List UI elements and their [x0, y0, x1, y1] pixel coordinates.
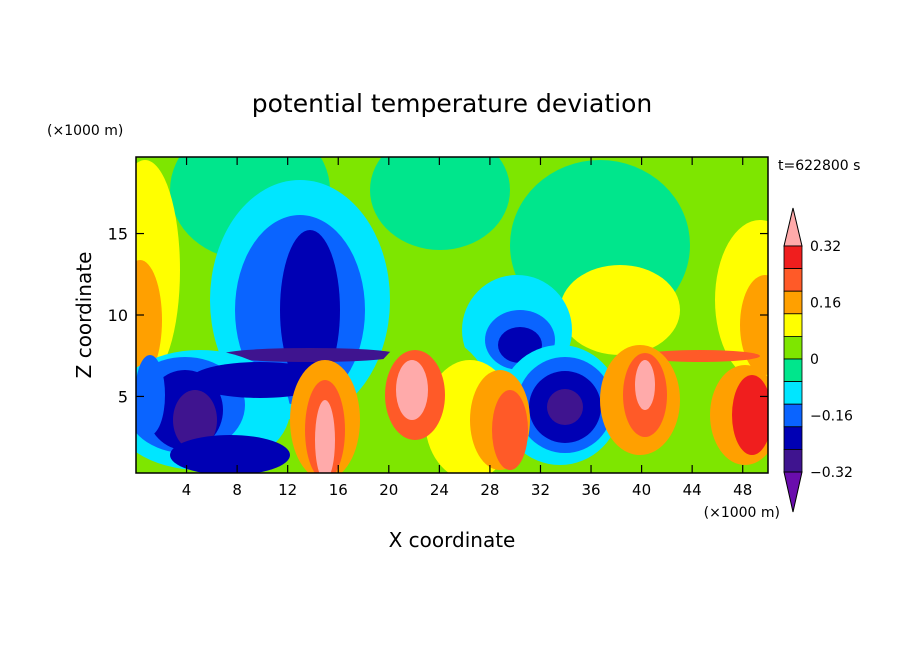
contour-region — [640, 350, 760, 362]
contour-region — [220, 348, 400, 362]
x-unit-label: (×1000 m) — [704, 505, 780, 521]
x-axis-ticks: 4 8 12 16 20 24 28 32 36 40 44 48 — [182, 157, 752, 499]
contour-region — [492, 390, 528, 470]
colorbar-tick-label: 0 — [810, 352, 819, 368]
contour-region — [136, 260, 162, 380]
colorbar: 0.32 0.16 0 −0.16 −0.32 — [783, 207, 853, 513]
y-tick-label: 15 — [108, 225, 128, 244]
contour-region — [190, 362, 330, 398]
colorbar-box — [783, 290, 803, 315]
colorbar-min-triangle — [783, 471, 803, 513]
x-tick-label: 12 — [278, 481, 297, 499]
y-unit-label: (×1000 m) — [47, 123, 123, 139]
colorbar-box — [783, 358, 803, 383]
y-tick-label: 10 — [108, 306, 128, 325]
y-tick-label: 5 — [118, 387, 128, 406]
contour-region — [732, 375, 768, 455]
colorbar-box — [783, 381, 803, 405]
x-tick-label: 24 — [430, 481, 449, 499]
x-axis-label: X coordinate — [389, 528, 516, 552]
chart-title: potential temperature deviation — [252, 89, 652, 118]
contour-region — [560, 265, 680, 355]
y-axis-label: Z coordinate — [72, 252, 96, 379]
x-tick-label: 44 — [683, 481, 702, 499]
contour-region — [396, 360, 428, 420]
colorbar-tick-label: −0.16 — [810, 409, 853, 425]
contour-region — [740, 275, 768, 375]
contour-region — [10, 160, 130, 330]
time-label: t=622800 s — [778, 158, 860, 174]
x-tick-label: 40 — [632, 481, 651, 499]
colorbar-tick-label: 0.16 — [810, 296, 841, 312]
contour-region — [136, 355, 165, 435]
colorbar-box — [783, 403, 803, 428]
colorbar-tick-label: −0.32 — [810, 465, 853, 481]
x-tick-label: 28 — [480, 481, 499, 499]
contour-field — [10, 157, 768, 473]
colorbar-box — [783, 268, 803, 292]
x-tick-label: 48 — [733, 481, 752, 499]
x-tick-label: 4 — [182, 481, 192, 499]
colorbar-box — [783, 245, 803, 270]
colorbar-box — [783, 426, 803, 450]
x-tick-label: 16 — [329, 481, 348, 499]
contour-region — [173, 390, 217, 450]
contour-region — [170, 435, 290, 473]
colorbar-box — [783, 335, 803, 360]
colorbar-box — [783, 448, 803, 473]
x-tick-label: 36 — [581, 481, 600, 499]
x-tick-label: 32 — [531, 481, 550, 499]
colorbar-max-triangle — [783, 207, 803, 247]
contour-region — [370, 157, 510, 250]
x-tick-label: 20 — [379, 481, 398, 499]
colorbar-tick-label: 0.32 — [810, 239, 841, 255]
contour-region — [547, 389, 583, 425]
x-tick-label: 8 — [232, 481, 242, 499]
contour-region — [315, 400, 335, 473]
y-axis-ticks: 5 10 15 — [108, 225, 768, 406]
colorbar-box — [783, 313, 803, 337]
contour-region — [635, 360, 655, 410]
